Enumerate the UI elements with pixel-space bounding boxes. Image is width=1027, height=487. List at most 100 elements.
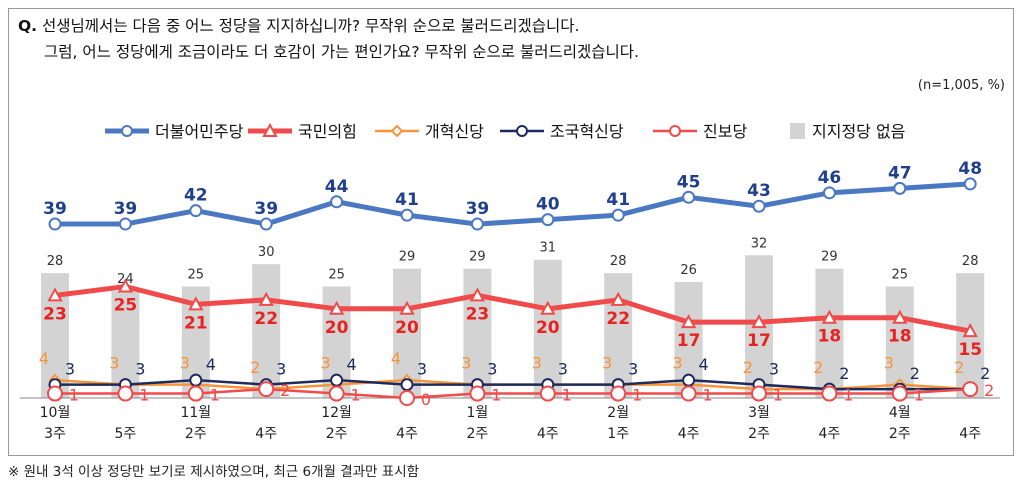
triangle-marker bbox=[821, 309, 838, 324]
bar-no-party bbox=[533, 259, 562, 398]
data-label: 15 bbox=[958, 340, 982, 360]
data-label: 1 bbox=[491, 386, 501, 405]
data-label: 4 bbox=[391, 349, 401, 368]
circle-marker bbox=[330, 373, 344, 387]
data-label: 20 bbox=[395, 318, 419, 338]
chart-frame bbox=[8, 8, 1014, 456]
bar-label: 31 bbox=[540, 241, 557, 256]
data-label: 2 bbox=[280, 381, 290, 400]
circle-marker bbox=[893, 181, 907, 195]
circle-marker bbox=[963, 177, 977, 191]
circle-marker bbox=[400, 378, 414, 392]
x-tick-week: 4주 bbox=[255, 426, 277, 442]
circle-marker bbox=[680, 385, 697, 402]
data-label: 3 bbox=[558, 360, 568, 379]
x-tick-week: 2주 bbox=[185, 426, 207, 442]
bar-label: 28 bbox=[47, 254, 64, 269]
x-tick-month: 1월 bbox=[467, 405, 489, 421]
data-label: 3 bbox=[628, 360, 638, 379]
circle-marker bbox=[682, 373, 696, 387]
data-label: 1 bbox=[773, 386, 783, 405]
footnote: ※ 원내 3석 이상 정당만 보기로 제시하였으며, 최근 6개월 결과만 표시… bbox=[8, 464, 420, 480]
data-label: 2 bbox=[839, 364, 849, 383]
series-line-0 bbox=[55, 181, 971, 227]
data-label: 0 bbox=[421, 390, 431, 409]
circle-marker bbox=[610, 385, 627, 402]
series-line-1 bbox=[54, 283, 971, 334]
legend-label: 개혁신당 bbox=[425, 122, 484, 141]
data-label: 47 bbox=[888, 163, 912, 183]
data-label: 46 bbox=[818, 168, 842, 188]
triangle-marker bbox=[328, 300, 345, 315]
circle-marker bbox=[682, 190, 696, 204]
data-label: 3 bbox=[276, 360, 286, 379]
data-label: 1 bbox=[69, 386, 79, 405]
x-tick-month: 12월 bbox=[321, 405, 352, 421]
data-label: 3 bbox=[602, 354, 612, 373]
circle-marker bbox=[399, 390, 415, 406]
data-label: 1 bbox=[843, 386, 853, 405]
circle-marker bbox=[821, 385, 838, 402]
data-label: 20 bbox=[325, 318, 349, 338]
legend-label: 국민의힘 bbox=[298, 122, 357, 141]
bar-label: 25 bbox=[892, 268, 909, 283]
triangle-marker bbox=[469, 287, 486, 302]
legend-triangle-icon bbox=[262, 122, 278, 137]
circle-marker bbox=[541, 213, 555, 227]
data-label: 4 bbox=[206, 355, 216, 374]
data-label: 1 bbox=[139, 386, 149, 405]
data-label: 2 bbox=[910, 364, 920, 383]
data-label: 39 bbox=[254, 199, 278, 219]
circle-marker bbox=[258, 381, 275, 398]
data-label: 25 bbox=[114, 296, 138, 316]
data-label: 39 bbox=[43, 199, 67, 219]
data-label: 17 bbox=[747, 331, 771, 351]
circle-marker bbox=[539, 385, 556, 402]
x-tick-week: 4주 bbox=[959, 426, 981, 442]
bar-label: 29 bbox=[399, 250, 416, 265]
x-tick-month: 11월 bbox=[180, 405, 211, 421]
x-tick-week: 2주 bbox=[326, 426, 348, 442]
x-tick-week: 4주 bbox=[678, 426, 700, 442]
legend-circle-icon bbox=[669, 125, 681, 137]
circle-marker bbox=[400, 208, 414, 222]
question-prefix: Q. bbox=[18, 17, 38, 35]
series-line-3 bbox=[55, 378, 971, 391]
circle-marker bbox=[259, 217, 273, 231]
data-label: 1 bbox=[351, 386, 361, 405]
circle-marker bbox=[469, 385, 486, 402]
data-label: 23 bbox=[43, 304, 67, 324]
triangle-marker bbox=[540, 300, 556, 315]
data-label: 2 bbox=[984, 381, 994, 400]
data-label: 4 bbox=[347, 355, 357, 374]
x-tick-week: 5주 bbox=[115, 426, 137, 442]
triangle-marker bbox=[188, 296, 204, 311]
legend-bar-icon bbox=[790, 123, 805, 139]
x-tick-week: 1주 bbox=[607, 426, 629, 442]
legend-label: 지지정당 없음 bbox=[812, 122, 905, 141]
circle-marker bbox=[330, 195, 344, 209]
x-tick-week: 2주 bbox=[467, 426, 489, 442]
triangle-marker bbox=[962, 323, 978, 338]
question-line-2: 그럼, 어느 정당에게 조금이라도 더 호감이 가는 편인가요? 무작위 순으로… bbox=[44, 43, 639, 61]
data-label: 1 bbox=[632, 386, 642, 405]
data-label: 3 bbox=[673, 354, 683, 373]
circle-marker bbox=[822, 186, 836, 200]
legend-label: 더불어민주당 bbox=[155, 122, 244, 141]
data-label: 2 bbox=[980, 364, 990, 383]
data-label: 2 bbox=[954, 358, 964, 377]
data-label: 3 bbox=[417, 360, 427, 379]
bar-label: 25 bbox=[328, 268, 345, 283]
data-label: 41 bbox=[606, 190, 630, 210]
x-tick-month: 10월 bbox=[40, 405, 71, 421]
circle-marker bbox=[328, 385, 345, 402]
triangle-marker bbox=[610, 291, 626, 306]
legend-diamond-icon bbox=[390, 124, 404, 138]
data-label: 22 bbox=[254, 309, 278, 329]
data-label: 45 bbox=[677, 172, 701, 192]
x-tick-week: 3주 bbox=[44, 426, 66, 442]
data-label: 3 bbox=[65, 360, 75, 379]
bar-label: 28 bbox=[610, 254, 627, 269]
legend-label: 조국혁신당 bbox=[550, 122, 624, 141]
